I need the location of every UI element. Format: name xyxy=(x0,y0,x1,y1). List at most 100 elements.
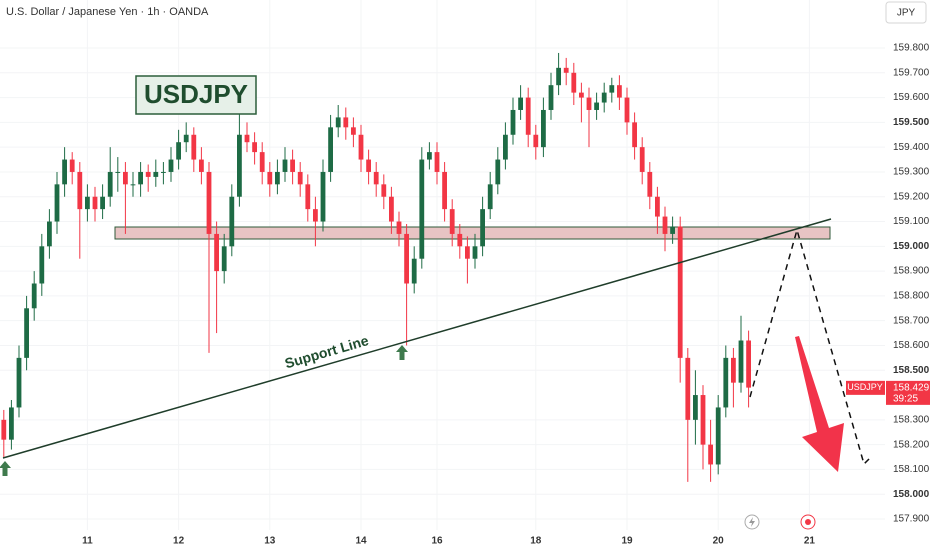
candle-body xyxy=(47,221,52,247)
candle-body xyxy=(541,109,546,148)
candle-body xyxy=(624,97,630,123)
candle-body xyxy=(617,85,622,98)
candle-body xyxy=(138,171,143,185)
candle-body xyxy=(62,159,67,185)
candle-body xyxy=(586,97,592,110)
x-tick-label: 18 xyxy=(530,536,542,547)
candle-body xyxy=(465,246,470,259)
y-tick-label: 158.500 xyxy=(893,365,930,376)
x-tick-label: 14 xyxy=(355,536,367,547)
candle-body xyxy=(670,226,675,234)
projection xyxy=(749,227,871,466)
candle-body xyxy=(54,184,60,222)
candle-body xyxy=(221,246,227,272)
candle-body xyxy=(609,85,615,93)
y-tick-label: 159.500 xyxy=(893,117,930,128)
x-tick-label: 11 xyxy=(82,536,93,547)
y-tick-label: 159.600 xyxy=(893,92,930,103)
chart-title: U.S. Dollar / Japanese Yen · 1h · OANDA xyxy=(6,6,209,18)
candle-body xyxy=(381,184,387,197)
tag-price-bg xyxy=(886,380,930,405)
y-tick-label: 158.300 xyxy=(893,414,930,425)
candle-body xyxy=(77,171,83,210)
y-tick-label: 159.300 xyxy=(893,167,930,178)
candle-body xyxy=(100,196,105,210)
candle-body xyxy=(85,196,90,210)
candle-body xyxy=(708,444,713,465)
candle-body xyxy=(594,102,599,110)
candle-body xyxy=(579,92,584,98)
down-arrow xyxy=(795,336,844,472)
tag-countdown: 39:25 xyxy=(893,394,918,405)
candle-body xyxy=(647,171,653,197)
candle-body xyxy=(351,127,356,135)
tag-symbol: USDJPY xyxy=(847,382,883,392)
candle-body xyxy=(305,184,311,210)
y-tick-label: 158.800 xyxy=(893,291,930,302)
candle-body xyxy=(282,159,288,172)
candle-body xyxy=(715,407,721,465)
candle-body xyxy=(244,134,250,143)
candle-body xyxy=(275,171,280,185)
candle-body xyxy=(548,85,554,110)
candle-body xyxy=(252,142,257,153)
candle-body xyxy=(31,283,37,309)
candle-body xyxy=(320,171,326,222)
candle-body xyxy=(313,209,318,222)
y-tick-label: 158.900 xyxy=(893,266,930,277)
candle-body xyxy=(556,67,561,86)
x-tick-label: 13 xyxy=(264,536,276,547)
annotation: Support Line xyxy=(283,332,371,371)
candle-body xyxy=(738,340,744,383)
y-tick-label: 159.000 xyxy=(893,241,930,252)
candle-body xyxy=(746,340,751,388)
candle-body xyxy=(525,97,531,135)
candle-body xyxy=(176,142,181,160)
x-tick-label: 12 xyxy=(173,536,185,547)
candle-body xyxy=(24,308,29,358)
candle-body xyxy=(115,171,121,173)
candle-body xyxy=(237,134,242,197)
candle-body xyxy=(503,134,508,160)
y-tick-label: 158.100 xyxy=(893,464,930,475)
candle-body xyxy=(1,419,7,440)
candle-body xyxy=(39,246,45,284)
y-tick-label: 159.400 xyxy=(893,142,930,153)
price-tag: USDJPY 158.429 39:25 xyxy=(846,380,930,405)
candle-body xyxy=(107,171,113,197)
up-arrow xyxy=(396,345,408,360)
candle-body xyxy=(373,171,379,185)
candle-body xyxy=(214,233,219,272)
candle-body xyxy=(677,226,683,358)
candle-body xyxy=(731,357,736,383)
candle-body xyxy=(442,171,447,210)
candle-body xyxy=(472,246,478,259)
candle-body xyxy=(343,117,349,128)
symbol-box xyxy=(135,75,257,115)
symbol-label: USDJPY xyxy=(144,79,248,109)
candle-body xyxy=(123,171,128,185)
candle-body xyxy=(632,122,637,148)
candle-body xyxy=(183,134,189,143)
candle-body xyxy=(723,357,729,408)
candle-body xyxy=(434,152,440,172)
event-icon-dot xyxy=(805,519,811,525)
candle-body xyxy=(533,134,539,148)
currency[interactable]: JPY xyxy=(897,8,916,19)
candle-body xyxy=(700,395,706,445)
candle-body xyxy=(9,407,14,440)
candle-body xyxy=(480,209,485,247)
currency-box[interactable] xyxy=(885,1,927,24)
event-icon-glyph xyxy=(749,517,755,527)
candle-body xyxy=(396,221,402,234)
candle-body xyxy=(487,184,493,210)
candle-body xyxy=(404,233,409,284)
candle-body xyxy=(427,152,432,160)
candle-body xyxy=(419,159,425,259)
candle-body xyxy=(662,216,668,234)
candle-body xyxy=(655,196,660,217)
x-tick-label: 16 xyxy=(431,536,443,547)
candle-body xyxy=(297,171,303,185)
x-tick-label: 20 xyxy=(713,536,725,547)
candle-body xyxy=(290,159,295,172)
